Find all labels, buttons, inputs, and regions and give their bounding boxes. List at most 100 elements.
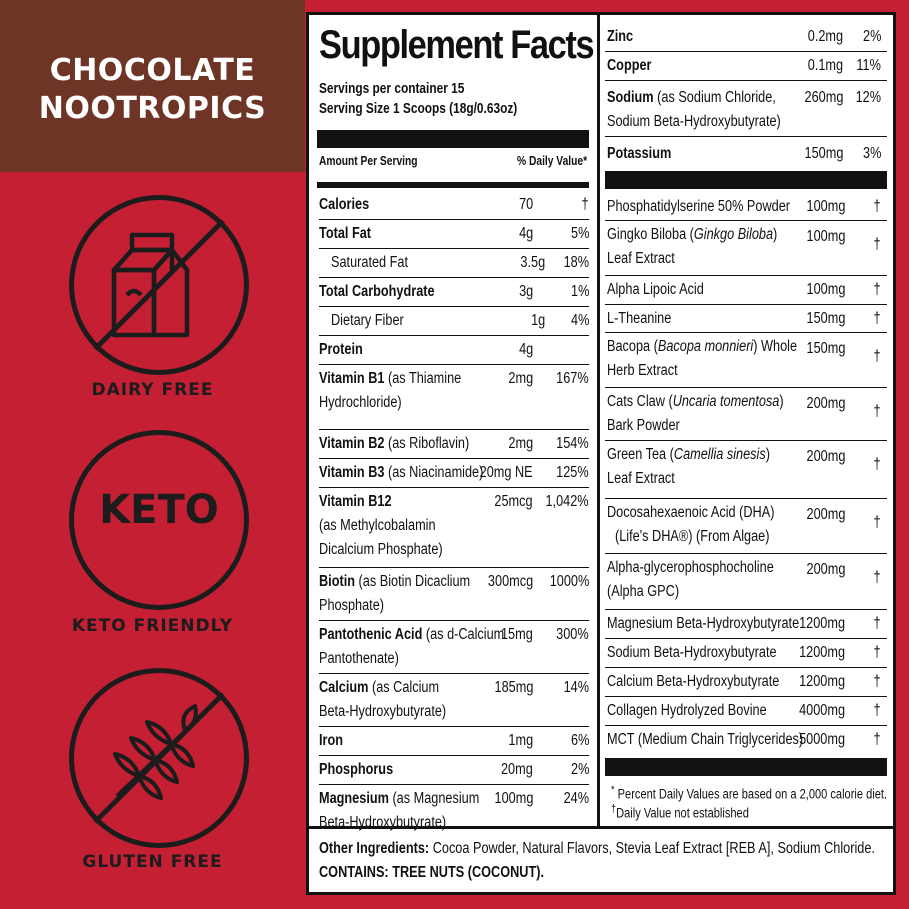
- nutrient-row: Vitamin B3 (as Niacinamide) 20mg NE 125%: [319, 461, 589, 490]
- nutrient-amount: 25mcg: [494, 493, 533, 510]
- nutrient-row: Protein 4g: [319, 338, 589, 367]
- nutrient-amount: 3g: [518, 283, 533, 300]
- ingredient-name: Phosphatidylserine 50% Powder: [607, 198, 791, 215]
- nutrient-name: Vitamin B3 (as Niacinamide): [319, 464, 484, 481]
- nutrient-name: Pantothenic Acid (as d-Calcium: [319, 626, 505, 643]
- ingredient-amount: 150mg: [806, 340, 845, 357]
- ingredient-amount: 1200mg: [799, 673, 845, 690]
- ingredient-daily-value: †: [873, 644, 881, 661]
- nutrient-name: Phosphorus: [319, 761, 394, 778]
- nutrient-daily-value: 14%: [563, 679, 589, 696]
- nutrient-name-cont: Beta-Hydroxybutyrate): [319, 703, 447, 720]
- ingredient-row: Phosphatidylserine 50% Powder 100mg †: [607, 195, 883, 223]
- gluten-free-badge: [69, 668, 249, 848]
- mineral-daily-value: 12%: [855, 89, 881, 106]
- mineral-name: Zinc: [607, 28, 634, 45]
- ingredient-row: Green Tea (Camellia sinesis) Leaf Extract…: [607, 443, 883, 501]
- mineral-row: Potassium 150mg 3%: [607, 142, 883, 171]
- ingredient-row: Alpha Lipoic Acid 100mg †: [607, 278, 883, 307]
- ingredient-row: Alpha-glycerophosphocholine (Alpha GPC) 20…: [607, 556, 883, 612]
- ingredient-name: Docosahexaenoic Acid (DHA): [607, 504, 775, 521]
- row-divider: [319, 755, 589, 756]
- nutrient-name-cont: (as Methylcobalamin: [319, 517, 436, 534]
- row-divider: [319, 364, 589, 365]
- row-divider: [319, 429, 589, 430]
- row-divider: [605, 136, 887, 137]
- ingredient-name: Calcium Beta-Hydroxybutyrate: [607, 673, 780, 690]
- nutrient-name-cont: Phosphate): [319, 597, 385, 614]
- row-divider: [605, 332, 887, 333]
- row-divider: [319, 784, 589, 785]
- row-divider: [319, 335, 589, 336]
- percent-daily-footnote: * Percent Daily Values are based on a 2,…: [611, 784, 888, 802]
- keto-text: KETO: [99, 487, 219, 533]
- nutrient-row: Calcium (as Calcium Beta-Hydroxybutyrate)…: [319, 676, 589, 729]
- nutrient-daily-value: 1000%: [549, 573, 589, 590]
- ingredient-name: MCT (Medium Chain Triglycerides): [607, 731, 804, 748]
- ingredient-daily-value: †: [873, 310, 881, 327]
- ingredient-daily-value: †: [873, 673, 881, 690]
- row-divider: [319, 567, 589, 568]
- row-divider: [319, 726, 589, 727]
- nutrient-amount: 4g: [518, 225, 533, 242]
- mineral-amount: 0.1mg: [807, 57, 843, 74]
- nutrient-name: Calories: [319, 196, 370, 213]
- serving-size: Serving Size 1 Scoops (18g/0.63oz): [319, 101, 518, 117]
- nutrient-row: Phosphorus 20mg 2%: [319, 758, 589, 787]
- nutrient-daily-value: 6%: [570, 732, 589, 749]
- ingredient-daily-value: †: [873, 348, 881, 365]
- ingredient-amount: 200mg: [806, 395, 845, 412]
- ingredient-amount: 100mg: [806, 281, 845, 298]
- nutrient-name-cont: Hydrochloride): [319, 394, 402, 411]
- nutrient-name: Total Fat: [319, 225, 372, 242]
- nutrient-daily-value: 18%: [563, 254, 589, 271]
- nutrient-name: Biotin (as Biotin Dicaclium: [319, 573, 471, 590]
- row-divider: [605, 725, 887, 726]
- ingredient-name: L-Theanine: [607, 310, 672, 327]
- ingredient-name: Collagen Hydrolyzed Bovine: [607, 702, 767, 719]
- ingredient-row: Gingko Biloba (Ginkgo Biloba) Leaf Extrac…: [607, 223, 883, 278]
- supplement-facts-panel: Supplement Facts Servings per container …: [306, 12, 896, 895]
- ingredient-name-cont: Leaf Extract: [607, 250, 675, 267]
- ingredient-amount: 4000mg: [799, 702, 845, 719]
- supplement-facts-title: Supplement Facts: [319, 23, 595, 67]
- ingredient-amount: 1200mg: [799, 644, 845, 661]
- bottom-divider: [309, 826, 893, 829]
- nutrient-amount: 185mg: [494, 679, 533, 696]
- right-bottom-divider: [605, 758, 887, 776]
- nutrient-name: Vitamin B1 (as Thiamine: [319, 370, 462, 387]
- nutrient-name: Calcium (as Calcium: [319, 679, 440, 696]
- nutrient-row: Iron 1mg 6%: [319, 729, 589, 758]
- mineral-daily-value: 3%: [862, 145, 881, 162]
- nutrient-name: Iron: [319, 732, 344, 749]
- ingredient-name: Cats Claw (Uncaria tomentosa): [607, 393, 784, 410]
- ingredient-amount: 5000mg: [799, 731, 845, 748]
- ingredient-row: Calcium Beta-Hydroxybutyrate 1200mg †: [607, 670, 883, 699]
- nutrient-amount: 2mg: [508, 435, 533, 452]
- ingredient-row: L-Theanine 150mg †: [607, 307, 883, 335]
- nutrient-amount: 20mg: [501, 761, 533, 778]
- nutrient-daily-value: 167%: [556, 370, 589, 387]
- nutrient-row: Calories 70 †: [319, 193, 589, 222]
- dairy-free-label: DAIRY FREE: [91, 380, 214, 400]
- row-divider: [605, 220, 887, 221]
- row-divider: [319, 673, 589, 674]
- ingredient-name-cont: (Life's DHA®) (From Algae): [615, 528, 770, 545]
- ingredient-daily-value: †: [873, 281, 881, 298]
- nutrient-amount: 70: [518, 196, 533, 213]
- ingredient-row: Collagen Hydrolyzed Bovine 4000mg †: [607, 699, 883, 728]
- ingredient-row: Sodium Beta-Hydroxybutyrate 1200mg †: [607, 641, 883, 670]
- mineral-name: Potassium: [607, 145, 672, 162]
- ingredient-name: Green Tea (Camellia sinesis): [607, 446, 770, 463]
- nutrient-name: Vitamin B12: [319, 493, 392, 510]
- row-divider: [319, 487, 589, 488]
- nutrient-name: Magnesium (as Magnesium: [319, 790, 480, 807]
- ingredient-amount: 200mg: [806, 506, 845, 523]
- row-divider: [319, 219, 589, 220]
- row-divider: [605, 696, 887, 697]
- ingredient-name: Alpha-glycerophosphocholine: [607, 559, 774, 576]
- thick-divider: [317, 130, 589, 148]
- row-divider: [605, 51, 887, 52]
- nutrient-daily-value: 1%: [570, 283, 589, 300]
- ingredient-amount: 100mg: [806, 198, 845, 215]
